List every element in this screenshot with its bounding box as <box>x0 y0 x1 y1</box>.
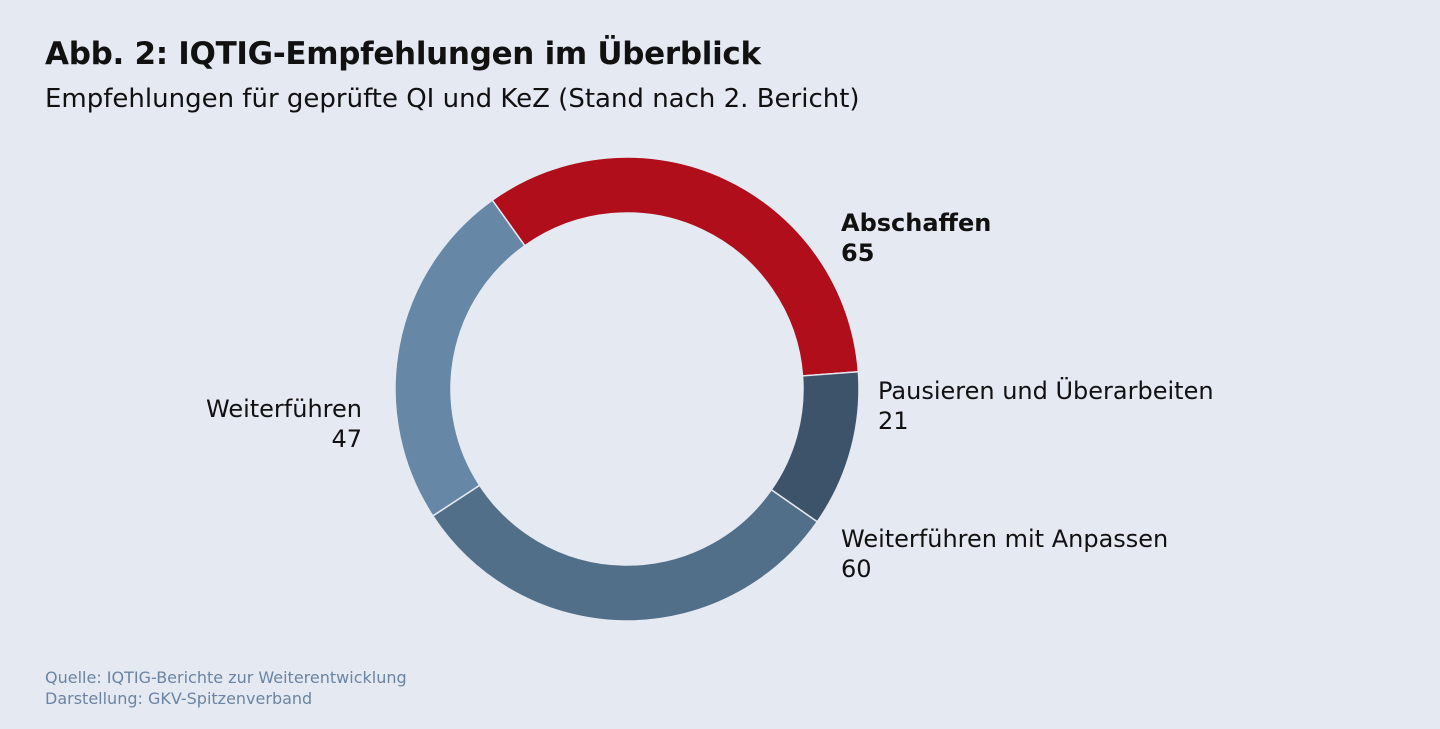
chart-footer: Quelle: IQTIG-Berichte zur Weiterentwick… <box>45 667 407 709</box>
slice-name: Weiterführen mit Anpassen <box>841 525 1169 553</box>
slice-name: Pausieren und Überarbeiten <box>878 377 1214 405</box>
slice-label-abschaffen: Abschaffen 65 <box>841 208 991 268</box>
slice-label-weiterfuehren: Weiterführen 47 <box>206 394 362 454</box>
chart-title: Abb. 2: IQTIG-Empfehlungen im Überblick <box>45 36 761 72</box>
slice-label-weiterfuehren-anpassen: Weiterführen mit Anpassen 60 <box>841 524 1168 584</box>
slice-label-pausieren: Pausieren und Überarbeiten 21 <box>878 376 1214 436</box>
donut-slice-2 <box>431 484 819 622</box>
donut-slice-0 <box>491 156 860 377</box>
slice-value: 47 <box>331 425 362 453</box>
slice-name: Weiterführen <box>206 395 362 423</box>
source-note: Quelle: IQTIG-Berichte zur Weiterentwick… <box>45 668 407 687</box>
slice-value: 65 <box>841 239 875 267</box>
slice-value: 21 <box>878 407 909 435</box>
slice-value: 60 <box>841 555 872 583</box>
donut-slice-3 <box>394 199 526 517</box>
slice-name: Abschaffen <box>841 209 992 237</box>
credit-note: Darstellung: GKV-Spitzenverband <box>45 689 313 708</box>
chart-subtitle: Empfehlungen für geprüfte QI und KeZ (St… <box>45 84 860 114</box>
